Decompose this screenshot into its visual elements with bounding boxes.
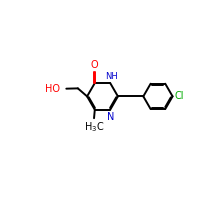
Text: O: O — [91, 60, 99, 70]
Text: Cl: Cl — [174, 91, 184, 101]
Text: N: N — [107, 112, 115, 122]
Text: O: O — [91, 60, 99, 70]
Text: NH: NH — [105, 72, 118, 81]
Text: N: N — [108, 112, 114, 121]
Text: HO: HO — [45, 84, 60, 94]
Text: NH: NH — [105, 72, 118, 81]
Text: Cl: Cl — [174, 91, 184, 101]
Text: H$_3$C: H$_3$C — [84, 120, 104, 134]
